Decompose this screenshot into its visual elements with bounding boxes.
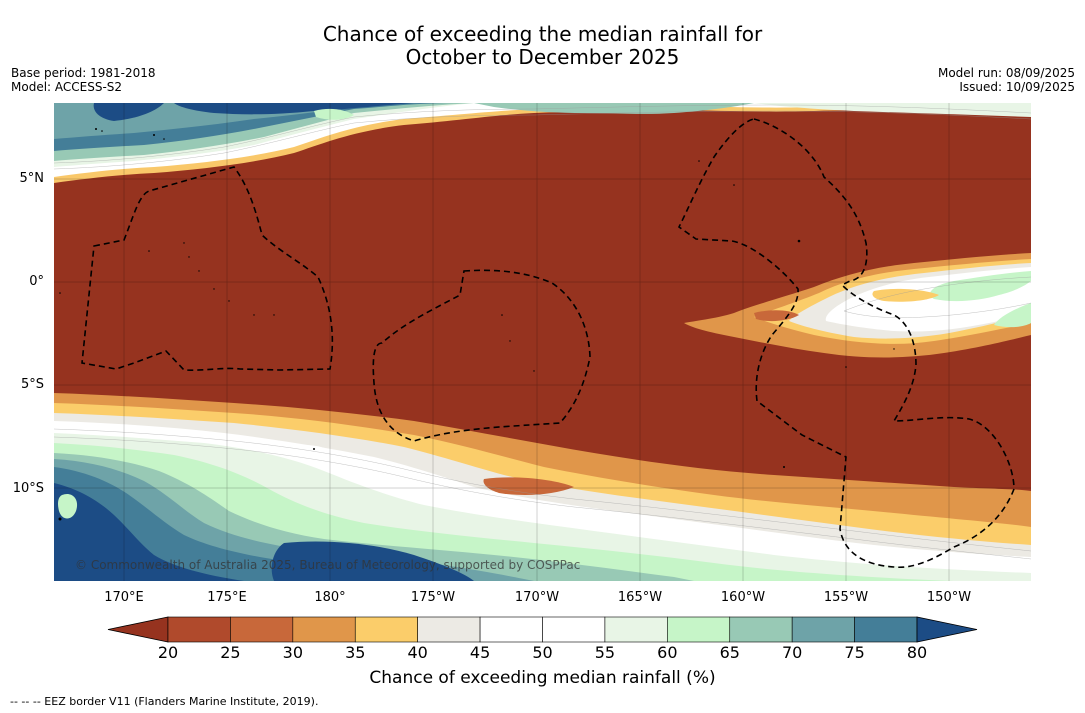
- colorbar-tick-label: 75: [844, 643, 865, 662]
- eez-legend: -- -- -- EEZ border V11 (Flanders Marine…: [10, 695, 319, 708]
- colorbar-swatch: [167, 616, 231, 643]
- colorbar-tick-label: 35: [345, 643, 366, 662]
- colorbar: [107, 616, 978, 643]
- colorbar-swatch: [791, 616, 855, 643]
- lon-label-175e: 175°E: [207, 590, 247, 605]
- colorbar-tick-label: 45: [469, 643, 491, 662]
- colorbar-swatch: [230, 616, 294, 643]
- colorbar-tick-label: 60: [657, 643, 678, 662]
- lon-label-160w: 160°W: [720, 590, 766, 605]
- rainfall-map-canvas: [54, 103, 1031, 581]
- lat-label-0: 0°: [29, 274, 44, 289]
- copyright-credit: © Commonwealth of Australia 2025, Bureau…: [75, 558, 581, 572]
- colorbar-tick-label: 50: [532, 643, 553, 662]
- colorbar-title: Chance of exceeding median rainfall (%): [369, 668, 716, 688]
- lat-label-5n: 5°N: [19, 171, 45, 186]
- lon-label-170w: 170°W: [514, 590, 560, 605]
- colorbar-swatch: [354, 616, 418, 643]
- lon-label-175w: 175°W: [410, 590, 456, 605]
- colorbar-tick-label: 80: [906, 643, 928, 662]
- colorbar-tick-label: 55: [594, 643, 616, 662]
- colorbar-swatch: [292, 616, 356, 643]
- colorbar-swatch: [542, 616, 606, 643]
- graticule: [54, 103, 1031, 581]
- issued-date: Issued: 10/09/2025: [959, 80, 1075, 94]
- colorbar-swatch: [604, 616, 668, 643]
- lon-label-155w: 155°W: [823, 590, 869, 605]
- colorbar-swatch: [417, 616, 481, 643]
- lon-label-180: 180°: [314, 590, 346, 605]
- colorbar-tick-label: 65: [719, 643, 740, 662]
- colorbar-swatch: [667, 616, 731, 643]
- colorbar-tick-label: 40: [407, 643, 428, 662]
- map-title-line2: October to December 2025: [405, 45, 680, 69]
- map-title-line1: Chance of exceeding the median rainfall …: [322, 22, 763, 46]
- lon-label-165w: 165°W: [617, 590, 663, 605]
- rainfall-map: [54, 103, 1031, 581]
- colorbar-swatch: [479, 616, 543, 643]
- colorbar-swatch: [854, 616, 918, 643]
- colorbar-tick-label: 30: [282, 643, 303, 662]
- colorbar-tick-label: 70: [781, 643, 803, 662]
- model-name: Model: ACCESS-S2: [11, 80, 123, 94]
- colorbar-swatch: [729, 616, 793, 643]
- base-period: Base period: 1981-2018: [11, 66, 156, 80]
- colorbar-extend-low: [107, 616, 169, 643]
- lon-label-150w: 150°W: [926, 590, 972, 605]
- lat-label-10s: 10°S: [12, 481, 44, 496]
- model-run-date: Model run: 08/09/2025: [937, 66, 1075, 80]
- colorbar-tick-label: 20: [157, 643, 179, 662]
- eez-borders: [81, 118, 1015, 569]
- islands: [58, 128, 895, 521]
- colorbar-extend-high: [916, 616, 978, 643]
- colorbar-tick-label: 25: [220, 643, 241, 662]
- lat-label-5s: 5°S: [20, 377, 44, 392]
- lon-label-170e: 170°E: [104, 590, 144, 605]
